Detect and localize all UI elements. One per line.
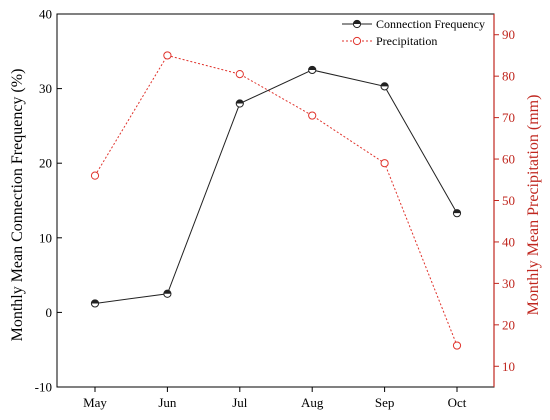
left-y-axis: -10 0 10 20 30 40 bbox=[35, 7, 62, 395]
right-tick-label: 40 bbox=[502, 234, 515, 249]
right-axis-title: Monthly Mean Precipitation (mm) bbox=[525, 95, 542, 316]
x-tick-label: Jun bbox=[158, 395, 177, 410]
left-tick-label: 10 bbox=[39, 230, 52, 245]
legend-marker-precipitation bbox=[352, 36, 362, 46]
connection-frequency-point-fill bbox=[308, 66, 316, 70]
x-axis: May Jun Jul Aug Sep Oct bbox=[83, 387, 467, 410]
precipitation-point bbox=[452, 341, 462, 350]
right-tick-label: 20 bbox=[502, 317, 515, 332]
x-tick-label: Jul bbox=[232, 395, 248, 410]
plot-area bbox=[56, 13, 495, 388]
right-tick-label: 30 bbox=[502, 276, 515, 291]
x-tick-label: Aug bbox=[301, 395, 324, 410]
right-tick-label: 90 bbox=[502, 27, 515, 42]
precipitation-point bbox=[235, 69, 244, 79]
connection-frequency-point-fill bbox=[236, 99, 244, 104]
precipitation-point bbox=[308, 111, 317, 120]
right-tick-label: 10 bbox=[502, 359, 515, 374]
left-tick-label: 20 bbox=[39, 156, 52, 171]
legend-marker-fill-connection-frequency bbox=[353, 20, 361, 24]
precipitation-point bbox=[380, 159, 389, 168]
precipitation-point bbox=[90, 171, 100, 180]
x-tick-label: Sep bbox=[375, 395, 395, 410]
x-tick-label: Oct bbox=[448, 395, 467, 410]
plot-border bbox=[56, 13, 495, 388]
left-tick-label: -10 bbox=[35, 380, 52, 395]
right-tick-label: 50 bbox=[502, 193, 515, 208]
right-tick-label: 70 bbox=[502, 110, 515, 125]
series-layer bbox=[90, 51, 462, 350]
legend-label-connection-frequency: Connection Frequency bbox=[376, 17, 485, 31]
x-tick-label: May bbox=[83, 395, 107, 410]
left-tick-label: 30 bbox=[39, 81, 52, 96]
precipitation-point bbox=[163, 51, 172, 60]
legend-label-precipitation: Precipitation bbox=[376, 34, 437, 48]
connection-frequency-point-fill bbox=[163, 290, 171, 294]
left-axis-title: Monthly Mean Connection Frequency (%) bbox=[9, 69, 26, 342]
connection-frequency-point-fill bbox=[381, 82, 389, 87]
right-y-axis: 10 20 30 40 50 60 70 80 90 bbox=[493, 14, 515, 387]
left-tick-label: 0 bbox=[46, 305, 53, 320]
legend: Connection Frequency Precipitation bbox=[342, 17, 485, 48]
right-tick-label: 80 bbox=[502, 69, 515, 84]
connection-frequency-point-fill bbox=[453, 209, 461, 214]
connection-frequency-point-fill bbox=[91, 299, 99, 304]
connection-frequency-line bbox=[94, 69, 458, 304]
precipitation-line bbox=[94, 54, 458, 346]
right-tick-label: 60 bbox=[502, 152, 515, 167]
left-tick-label: 40 bbox=[39, 7, 52, 22]
